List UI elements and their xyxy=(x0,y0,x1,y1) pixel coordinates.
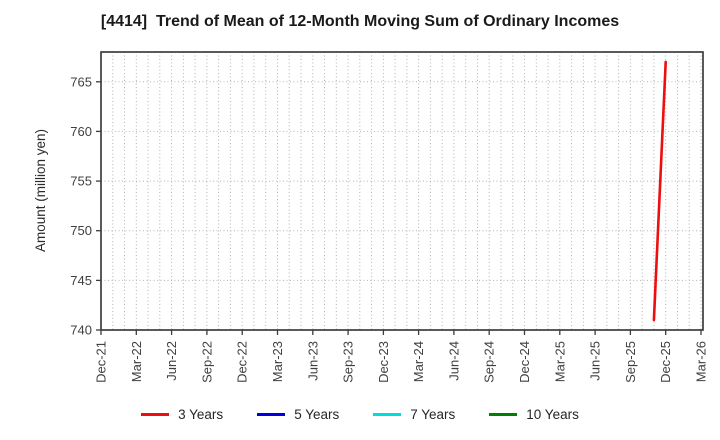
svg-text:755: 755 xyxy=(70,174,92,189)
horizontal-gridlines xyxy=(101,81,703,281)
data-series-lines xyxy=(652,60,668,322)
legend: 3 Years 5 Years 7 Years 10 Years xyxy=(0,401,720,427)
svg-text:Mar-25: Mar-25 xyxy=(552,341,567,382)
svg-text:Mar-22: Mar-22 xyxy=(129,341,144,382)
svg-text:Mar-23: Mar-23 xyxy=(270,341,285,382)
plot-area: 740 745 750 755 760 765 Dec-21 Mar-22 Jun-22 Sep-… xyxy=(70,51,709,383)
legend-item-3-years: 3 Years xyxy=(141,407,223,422)
legend-label: 10 Years xyxy=(526,406,579,422)
svg-text:Dec-25: Dec-25 xyxy=(658,341,673,383)
svg-text:Dec-23: Dec-23 xyxy=(376,341,391,383)
chart-title: [4414] Trend of Mean of 12-Month Moving … xyxy=(100,13,620,30)
svg-text:740: 740 xyxy=(70,323,92,338)
svg-text:Jun-24: Jun-24 xyxy=(446,341,461,381)
svg-text:750: 750 xyxy=(70,223,92,238)
svg-text:Mar-24: Mar-24 xyxy=(411,341,426,382)
svg-text:Jun-23: Jun-23 xyxy=(305,341,320,381)
svg-text:Dec-24: Dec-24 xyxy=(517,341,532,383)
svg-text:Jun-25: Jun-25 xyxy=(588,341,603,381)
svg-text:Jun-22: Jun-22 xyxy=(164,341,179,381)
svg-text:Dec-21: Dec-21 xyxy=(94,341,109,383)
vertical-gridlines xyxy=(112,52,702,330)
svg-text:Mar-26: Mar-26 xyxy=(694,341,709,382)
plot-border xyxy=(100,51,704,331)
legend-line-swatch-red xyxy=(141,412,170,416)
x-tick-labels: Dec-21 Mar-22 Jun-22 Sep-22 Dec-22 Mar-23 Jun-… xyxy=(94,330,709,383)
svg-text:Sep-24: Sep-24 xyxy=(482,341,497,383)
svg-text:Sep-25: Sep-25 xyxy=(623,341,638,383)
svg-text:765: 765 xyxy=(70,74,92,89)
legend-line-swatch-green xyxy=(489,412,518,416)
svg-text:Dec-22: Dec-22 xyxy=(235,341,250,383)
svg-text:Sep-23: Sep-23 xyxy=(341,341,356,383)
legend-label: 5 Years xyxy=(294,406,340,422)
svg-text:745: 745 xyxy=(70,273,92,288)
legend-label: 7 Years xyxy=(410,406,456,422)
legend-line-swatch-cyan xyxy=(373,412,402,416)
svg-text:760: 760 xyxy=(70,124,92,139)
series-line xyxy=(652,60,668,322)
legend-item-5-years: 5 Years xyxy=(257,407,339,422)
legend-label: 3 Years xyxy=(178,406,224,422)
plot-svg: 740 745 750 755 760 765 Dec-21 Mar-22 Jun-22 Sep-… xyxy=(70,51,709,383)
svg-text:Sep-22: Sep-22 xyxy=(199,341,214,383)
legend-item-7-years: 7 Years xyxy=(373,407,455,422)
y-tick-labels: 740 745 750 755 760 765 xyxy=(70,74,101,338)
legend-line-swatch-blue xyxy=(257,412,286,416)
legend-item-10-years: 10 Years xyxy=(489,407,579,422)
